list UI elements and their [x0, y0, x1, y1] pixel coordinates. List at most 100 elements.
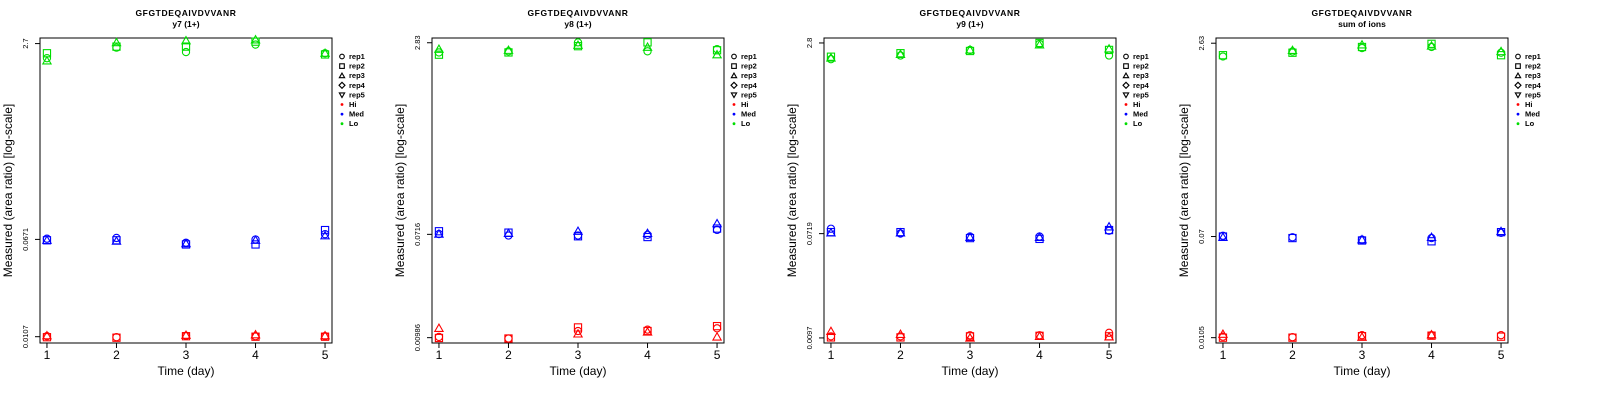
- legend-label: Lo: [741, 119, 751, 128]
- legend-label: Med: [1525, 110, 1540, 119]
- series-hi: [41, 329, 331, 342]
- data-point: [642, 228, 653, 237]
- data-point: [1103, 43, 1115, 53]
- data-point: [1103, 221, 1115, 231]
- data-point: [111, 235, 122, 245]
- legend-marker-rep3: [338, 71, 346, 79]
- legend-label: rep5: [741, 90, 757, 99]
- data-point: [643, 230, 652, 239]
- y-tick-label: 0.0719: [805, 222, 814, 245]
- legend-label: Hi: [349, 100, 357, 109]
- data-point: [825, 326, 837, 336]
- data-point: [433, 228, 445, 238]
- x-tick-label: 2: [1289, 348, 1296, 362]
- x-axis-label: Time (day): [158, 364, 215, 378]
- legend-marker-rep1: [1515, 53, 1521, 60]
- data-point: [1356, 331, 1368, 341]
- legend-marker-rep1: [339, 53, 345, 60]
- data-point: [711, 218, 723, 228]
- data-point: [1496, 227, 1506, 237]
- chart-title: GFGTDEQAIVDVVANR: [919, 8, 1020, 18]
- x-tick-label: 1: [828, 348, 835, 362]
- y-tick-label: 0.0107: [21, 325, 30, 348]
- data-point: [964, 232, 976, 241]
- y-tick-label: 2.83: [413, 35, 422, 50]
- legend-label: Lo: [1133, 119, 1143, 128]
- legend-label: rep4: [1525, 81, 1542, 90]
- data-point: [643, 232, 652, 242]
- data-point: [1287, 45, 1298, 55]
- legend-label: rep5: [1133, 90, 1149, 99]
- data-point: [1357, 236, 1367, 245]
- y-axis-label: Measured (area ratio) [log-scale]: [1177, 104, 1191, 277]
- x-tick-label: 4: [1428, 348, 1435, 362]
- data-point: [42, 54, 52, 63]
- legend-marker-med: [732, 112, 736, 116]
- data-point: [643, 47, 652, 56]
- data-point: [250, 34, 261, 44]
- data-point: [320, 225, 330, 235]
- legend-marker-rep3: [1122, 71, 1130, 79]
- legend-label: Hi: [1525, 100, 1533, 109]
- data-point: [895, 329, 906, 338]
- data-point: [181, 47, 191, 57]
- y-tick-label: 0.0105: [1197, 326, 1206, 349]
- series-lo: [825, 38, 1115, 64]
- y-tick-label: 2.63: [1197, 36, 1206, 51]
- data-point: [1218, 51, 1228, 60]
- legend-label: rep4: [1133, 81, 1150, 90]
- legend-marker-rep4: [1122, 81, 1130, 90]
- x-tick-label: 5: [1106, 348, 1113, 362]
- legend-marker-lo: [732, 122, 736, 126]
- data-point: [433, 43, 445, 53]
- plot-frame: [1215, 37, 1509, 344]
- data-point: [41, 330, 53, 340]
- data-point: [434, 50, 444, 59]
- legend-marker-med: [340, 112, 344, 116]
- legend-marker-rep3: [1514, 71, 1522, 79]
- legend-marker-rep4: [1514, 81, 1522, 90]
- y-axis-label: Measured (area ratio) [log-scale]: [393, 104, 407, 277]
- y-tick-label: 0.0097: [805, 326, 814, 349]
- data-point: [642, 326, 653, 336]
- x-tick-label: 3: [183, 348, 190, 362]
- series-lo: [433, 38, 723, 59]
- data-point: [181, 240, 191, 249]
- data-point: [181, 42, 191, 51]
- x-tick-label: 2: [505, 348, 512, 362]
- data-point: [112, 333, 121, 342]
- data-point: [180, 35, 192, 45]
- data-point: [250, 329, 261, 339]
- legend-label: rep5: [349, 90, 365, 99]
- y-tick-label: 2.7: [21, 38, 30, 48]
- x-axis-label: Time (day): [1334, 364, 1391, 378]
- chart-subtitle: sum of ions: [1338, 19, 1386, 29]
- data-point: [573, 323, 583, 332]
- legend-marker-rep4: [730, 81, 738, 90]
- legend-marker-hi: [1124, 103, 1128, 106]
- data-point: [825, 52, 837, 62]
- data-point: [180, 238, 192, 248]
- legend-marker-rep2: [1515, 63, 1521, 69]
- y-axis-label: Measured (area ratio) [log-scale]: [1, 104, 15, 277]
- data-point: [433, 323, 445, 332]
- legend-marker-rep3: [730, 71, 738, 79]
- data-point: [895, 49, 906, 59]
- legend-marker-lo: [1124, 122, 1128, 126]
- data-point: [712, 321, 722, 331]
- y-tick-label: 0.07: [1197, 229, 1206, 244]
- data-point: [1103, 331, 1115, 341]
- legend-label: rep1: [349, 52, 365, 61]
- x-tick-label: 2: [897, 348, 904, 362]
- series-med: [1217, 226, 1507, 246]
- legend-label: rep2: [349, 62, 365, 71]
- legend-label: rep2: [1133, 62, 1149, 71]
- data-point: [180, 329, 192, 339]
